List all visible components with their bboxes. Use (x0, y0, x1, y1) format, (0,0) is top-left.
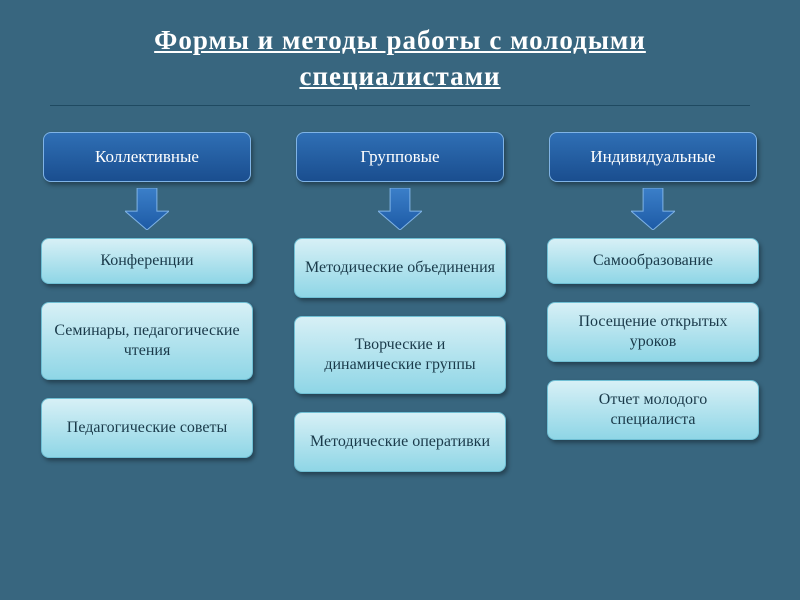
column-2: Индивидуальные Самообразование Посещение … (544, 132, 762, 472)
down-arrow-icon (125, 188, 169, 230)
column-header-label: Индивидуальные (590, 146, 715, 167)
item-box: Семинары, педагогические чтения (41, 302, 253, 380)
item-label: Методические объединения (305, 258, 495, 278)
column-header: Коллективные (43, 132, 251, 182)
columns-container: Коллективные Конференции Семинары, педаго… (30, 132, 770, 472)
slide: Формы и методы работы с молодыми специал… (0, 0, 800, 600)
column-1: Групповые Методические объединения Творче… (291, 132, 509, 472)
column-header: Групповые (296, 132, 504, 182)
title-line-2: специалистами (299, 61, 500, 91)
column-header-label: Коллективные (95, 146, 199, 167)
item-box: Методические оперативки (294, 412, 506, 472)
column-header-label: Групповые (360, 146, 439, 167)
item-label: Методические оперативки (310, 432, 490, 452)
down-arrow-icon (631, 188, 675, 230)
column-0: Коллективные Конференции Семинары, педаго… (38, 132, 256, 472)
item-box: Методические объединения (294, 238, 506, 298)
item-label: Конференции (100, 251, 193, 271)
down-arrow-icon (378, 188, 422, 230)
title-line-1: Формы и методы работы с молодыми (154, 25, 646, 55)
item-box: Конференции (41, 238, 253, 284)
item-box: Посещение открытых уроков (547, 302, 759, 362)
item-label: Самообразование (593, 251, 713, 271)
item-label: Отчет молодого специалиста (558, 390, 748, 430)
column-header: Индивидуальные (549, 132, 757, 182)
item-label: Творческие и динамические группы (305, 335, 495, 375)
item-label: Посещение открытых уроков (558, 312, 748, 352)
item-box: Творческие и динамические группы (294, 316, 506, 394)
item-label: Семинары, педагогические чтения (52, 321, 242, 361)
item-box: Отчет молодого специалиста (547, 380, 759, 440)
item-box: Самообразование (547, 238, 759, 284)
item-label: Педагогические советы (67, 418, 227, 438)
title-divider (50, 105, 750, 106)
slide-title: Формы и методы работы с молодыми специал… (30, 22, 770, 95)
item-box: Педагогические советы (41, 398, 253, 458)
